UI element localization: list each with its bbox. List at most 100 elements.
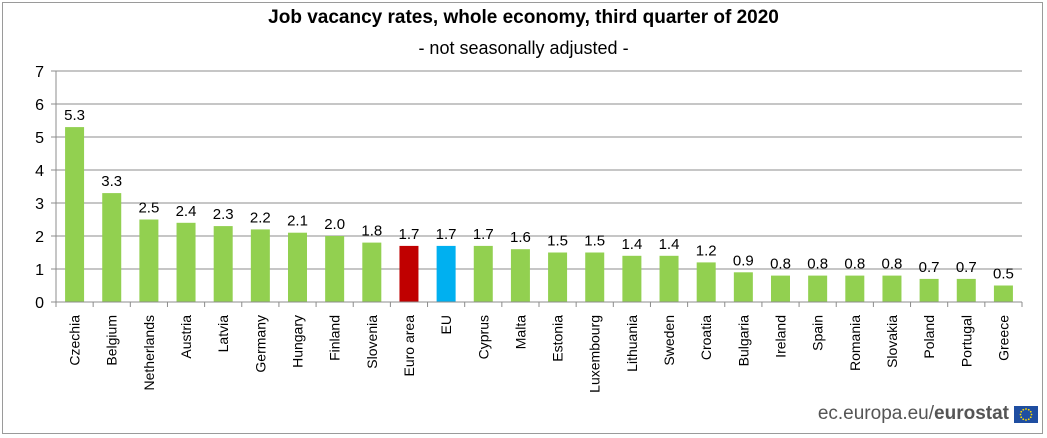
data-label: 1.4 <box>659 236 680 253</box>
x-tick-label: EU <box>438 315 454 334</box>
x-tick-label: Euro area <box>401 315 417 377</box>
bar-netherlands <box>139 219 159 302</box>
bar-bulgaria <box>733 272 753 302</box>
x-tick-label: Finland <box>327 315 343 361</box>
x-tick-label: Cyprus <box>475 315 491 359</box>
bar-finland <box>325 236 345 302</box>
y-axis: 0 1 2 3 4 5 6 7 <box>35 64 57 312</box>
x-tick-label: Latvia <box>215 315 231 353</box>
bar-greece <box>993 285 1013 302</box>
eu-flag-icon <box>1014 406 1038 423</box>
bar-poland <box>919 278 939 302</box>
x-tick-label: Czechia <box>67 315 83 366</box>
flag-star <box>1029 416 1032 419</box>
flag-star <box>1020 416 1023 419</box>
x-tick-label: Malta <box>512 315 528 349</box>
data-label: 1.8 <box>361 223 382 240</box>
bar-slovakia <box>882 275 902 302</box>
bar-belgium <box>102 193 122 302</box>
data-label: 0.8 <box>807 256 828 273</box>
x-tick-label: Hungary <box>290 315 306 368</box>
x-axis: Czechia Belgium Netherlands Austria Latvia Ge… <box>55 301 1023 393</box>
bar-hungary <box>288 232 307 302</box>
x-tick-label: Austria <box>178 315 194 359</box>
data-label: 2.2 <box>250 209 271 226</box>
data-label: 1.2 <box>696 242 717 259</box>
data-label: 2.5 <box>138 200 159 217</box>
data-label: 0.7 <box>919 259 940 276</box>
flag-star <box>1020 410 1023 413</box>
flag-star <box>1027 418 1030 421</box>
source-url: ec.europa.eu/ <box>817 403 935 424</box>
y-tick-label: 6 <box>35 97 44 114</box>
x-tick-label: Romania <box>847 315 863 371</box>
x-tick-label: Spain <box>810 315 826 351</box>
bar-ireland <box>771 275 790 302</box>
data-label: 2.3 <box>213 206 234 223</box>
bar-eu <box>436 245 456 302</box>
y-tick-label: 2 <box>35 229 44 246</box>
bar-sweden <box>659 255 679 302</box>
x-tick-label: Belgium <box>104 315 120 366</box>
source-credit: ec.europa.eu/eurostat <box>818 403 1009 425</box>
data-label: 0.5 <box>993 266 1014 283</box>
chart-title: Job vacancy rates, whole economy, third … <box>268 7 779 28</box>
x-tick-label: Estonia <box>550 315 566 362</box>
bar-latvia <box>213 226 233 302</box>
x-tick-label: Luxembourg <box>587 315 603 393</box>
data-label: 0.8 <box>844 256 865 273</box>
bar-germany <box>250 229 270 302</box>
bar-malta <box>510 249 530 302</box>
data-label: 0.9 <box>733 252 754 269</box>
flag-star <box>1027 408 1030 411</box>
bar-luxembourg <box>585 252 605 302</box>
data-label: 1.5 <box>547 233 568 250</box>
flag-star <box>1022 408 1025 411</box>
bar-romania <box>845 275 865 302</box>
data-label: 0.8 <box>770 256 791 273</box>
flag-star <box>1029 410 1032 413</box>
data-label: 1.7 <box>473 226 494 243</box>
data-label: 1.4 <box>621 236 642 253</box>
value-labels: 5.3 3.3 2.5 2.4 2.3 2.2 2.1 2.0 1.8 1.7 1.7 1.7 1.6 1… <box>64 107 1014 282</box>
bar-portugal <box>956 278 976 302</box>
bar-czechia <box>65 127 85 302</box>
x-tick-label: Portugal <box>958 315 974 367</box>
bar-euro-area <box>399 245 419 302</box>
data-label: 1.6 <box>510 229 531 246</box>
y-tick-label: 3 <box>35 196 44 213</box>
data-label: 0.8 <box>882 256 903 273</box>
data-label: 2.4 <box>176 203 197 220</box>
bar-lithuania <box>622 255 642 302</box>
data-label: 2.1 <box>287 213 308 230</box>
flag-star <box>1025 408 1027 410</box>
x-tick-label: Sweden <box>661 315 677 366</box>
y-tick-label: 4 <box>35 163 44 180</box>
y-tick-label: 7 <box>35 64 44 81</box>
gridlines <box>56 70 1022 270</box>
data-label: 1.7 <box>436 226 457 243</box>
data-label: 3.3 <box>101 173 122 190</box>
bars <box>65 127 1013 302</box>
x-tick-label: Poland <box>921 315 937 359</box>
flag-star <box>1030 413 1033 416</box>
bar-croatia <box>696 262 716 302</box>
bar-estonia <box>548 252 568 302</box>
bar-austria <box>176 222 196 302</box>
data-label: 5.3 <box>64 107 85 124</box>
flag-star <box>1019 413 1022 416</box>
x-tick-label: Croatia <box>698 315 714 360</box>
x-tick-label: Lithuania <box>624 315 640 372</box>
bar-cyprus <box>473 245 493 302</box>
data-label: 1.7 <box>399 226 420 243</box>
x-tick-label: Bulgaria <box>735 315 751 367</box>
y-tick-label: 5 <box>35 130 44 147</box>
x-tick-label: Greece <box>995 315 1011 361</box>
x-tick-label: Ireland <box>773 315 789 358</box>
data-label: 1.5 <box>584 233 605 250</box>
y-tick-label: 0 <box>35 295 44 312</box>
data-label: 2.0 <box>324 216 345 233</box>
bar-slovenia <box>362 242 382 302</box>
